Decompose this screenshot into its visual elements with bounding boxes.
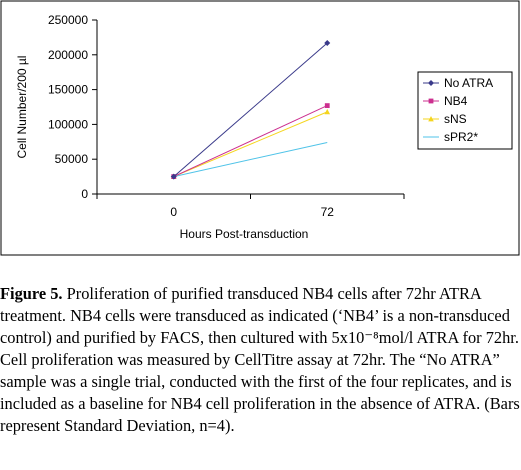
- x-tick-label: 72: [321, 205, 335, 219]
- x-tick-label: 0: [170, 205, 177, 219]
- x-axis-label: Hours Post-transduction: [180, 227, 309, 241]
- data-point-no-atra: [170, 173, 177, 180]
- legend-marker-sns: [428, 116, 434, 122]
- y-tick-label: 0: [81, 187, 88, 201]
- data-point-no-atra: [324, 39, 331, 46]
- y-tick-label: 200000: [48, 48, 88, 62]
- y-tick-label: 50000: [55, 152, 89, 166]
- series-line-no-atra: [173, 42, 328, 177]
- figure-caption: Figure 5. Proliferation of purified tran…: [0, 283, 521, 437]
- data-point-sns: [324, 108, 331, 115]
- caption-text: Proliferation of purified transduced NB4…: [0, 284, 520, 435]
- chart-frame: 0 50000 100000 150000 200000 250000 0 72 Cell …: [0, 0, 520, 256]
- legend-label-nb4: NB4: [444, 94, 468, 108]
- legend-marker-no-atra: [428, 80, 434, 86]
- series-line-sns: [173, 111, 328, 178]
- data-point-nb4: [324, 103, 330, 109]
- line-chart: 0 50000 100000 150000 200000 250000 0 72 Cell …: [0, 0, 520, 256]
- y-tick-label: 100000: [48, 117, 88, 131]
- legend-label-spr2: sPR2*: [444, 130, 478, 144]
- legend-label-sns: sNS: [444, 112, 467, 126]
- series-line-nb4: [173, 105, 328, 178]
- legend-box: [417, 71, 513, 150]
- legend-marker-nb4: [428, 98, 434, 104]
- y-axis-label: Cell Number/200 µl: [15, 56, 29, 159]
- legend-label-no-atra: No ATRA: [444, 76, 493, 90]
- y-tick-label: 250000: [48, 13, 88, 27]
- series-line-spr2: [173, 142, 328, 178]
- y-tick-label: 150000: [48, 83, 88, 97]
- caption-label: Figure 5.: [0, 284, 63, 303]
